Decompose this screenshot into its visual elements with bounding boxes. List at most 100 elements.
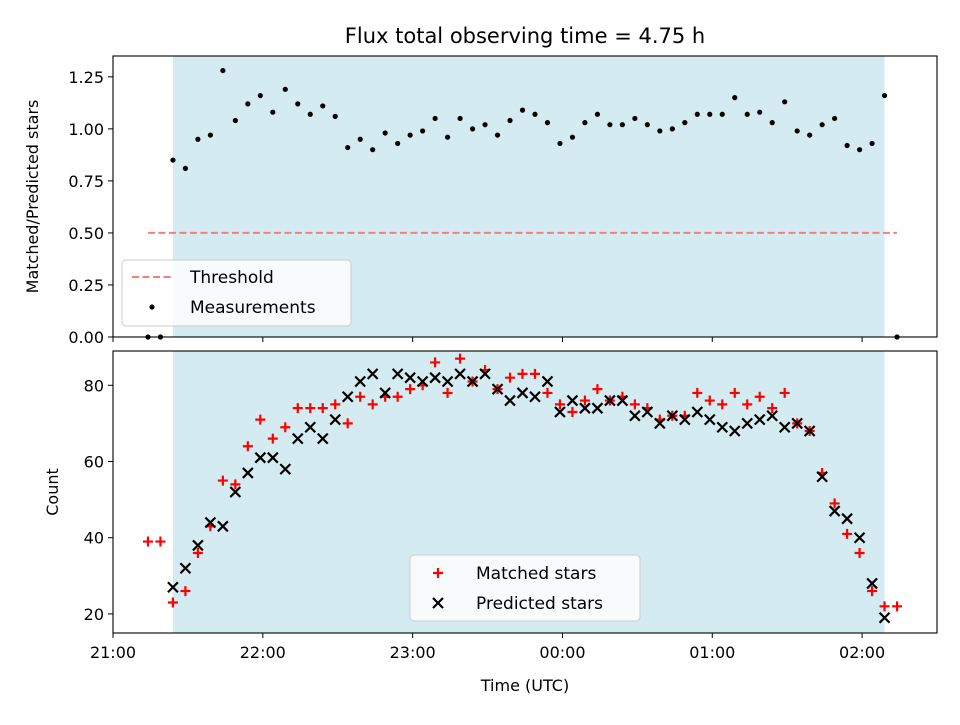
x-tick-label: 00:00 [539,643,585,662]
y-tick-label: 0.00 [68,328,104,347]
measurement-point [869,140,875,147]
matched-star-point [280,422,291,433]
matched-star-point [704,395,715,406]
matched-star-point [529,368,540,379]
matched-star-point [592,384,603,395]
measurement-point [844,142,850,149]
predicted-star-point [291,432,304,445]
measurement-point [607,122,613,128]
measurement-point [569,134,576,140]
measurement-point [494,132,501,138]
y-tick-label: 0.50 [68,224,104,243]
predicted-star-point [803,425,816,437]
predicted-star-point [217,520,229,533]
matched-star-point [842,528,853,539]
measurement-point [182,165,189,171]
y-tick-label: 0.25 [68,276,104,295]
measurement-point [782,99,788,105]
matched-star-point [892,601,903,612]
predicted-star-point [679,413,691,426]
predicted-star-point [666,410,679,422]
legend-predicted-swatch [432,597,444,609]
measurement-point [657,128,663,134]
measurement-point [469,126,476,132]
matched-star-point [517,368,528,379]
matched-star-point [405,384,416,395]
matched-star-point [767,403,778,414]
matched-star-point [292,403,303,414]
matched-star-point [180,586,191,597]
matched-star-point [829,498,840,509]
predicted-star-point [479,368,491,380]
predicted-star-point [341,390,354,403]
matched-star-point [342,418,353,429]
x-tick-label: 21:00 [90,643,136,662]
matched-star-point [629,399,640,410]
measurement-point [170,157,176,163]
predicted-star-point [691,406,704,418]
matched-star-point [255,414,266,425]
predicted-star-point [441,375,454,388]
x-tick-label: 23:00 [390,643,436,662]
measurement-point [370,147,376,153]
measurement-point [245,101,251,107]
predicted-star-point [354,375,366,388]
y-tick-label: 1.00 [68,120,104,139]
measurement-point [307,111,313,117]
measurement-point [482,122,488,128]
legend-box [121,259,352,327]
measurement-point [769,120,775,126]
matched-star-point [692,387,703,398]
matched-star-point [267,433,278,444]
predicted-star-point [379,387,391,399]
y-tick-label: 0.75 [68,172,104,191]
measurement-point [757,109,763,115]
matched-star-point [567,406,578,417]
measurement-point [644,122,650,128]
predicted-star-point [791,417,803,430]
legend-predicted-label: Predicted stars [476,594,603,614]
measurement-point [694,111,700,117]
y-tick-label: 60 [84,453,104,472]
measurement-point [345,144,351,151]
measurement-point [395,140,401,147]
predicted-star-point [404,371,416,384]
predicted-star-point [267,451,279,464]
matched-star-point [779,387,790,398]
measurement-point [719,111,725,117]
measurement-point [295,101,301,107]
measurement-point [195,136,201,142]
x-axis-label: Time (UTC) [480,676,569,695]
matched-star-point [305,403,316,414]
axes-frame [112,55,938,338]
legend-box [409,554,641,622]
predicted-star-point [778,421,791,433]
predicted-star-point [516,387,529,399]
predicted-star-point [279,463,292,475]
matched-star-point [430,357,441,368]
matched-star-point [230,479,241,490]
measurement-point [357,136,363,142]
x-tick-label: 02:00 [839,643,885,662]
predicted-star-point [866,577,878,590]
predicted-star-point [192,539,204,552]
legend-threshold-label: Threshold [189,268,274,288]
matched-star-point [142,536,153,547]
predicted-star-point [716,421,729,433]
predicted-star-point [816,470,828,483]
predicted-star-point [591,402,604,414]
matched-star-point [867,586,878,597]
measurement-point [807,132,813,138]
matched-star-point [554,399,565,410]
predicted-star-point [541,375,554,388]
predicted-star-point [316,432,329,445]
measurement-point [557,140,563,147]
x-tick-label: 01:00 [689,643,735,662]
measurement-point [794,128,800,134]
x-tick-label: 22:00 [240,643,286,662]
measurement-point [832,115,838,122]
measurement-point [744,111,750,117]
predicted-star-point [728,425,741,437]
predicted-star-point [329,413,342,426]
